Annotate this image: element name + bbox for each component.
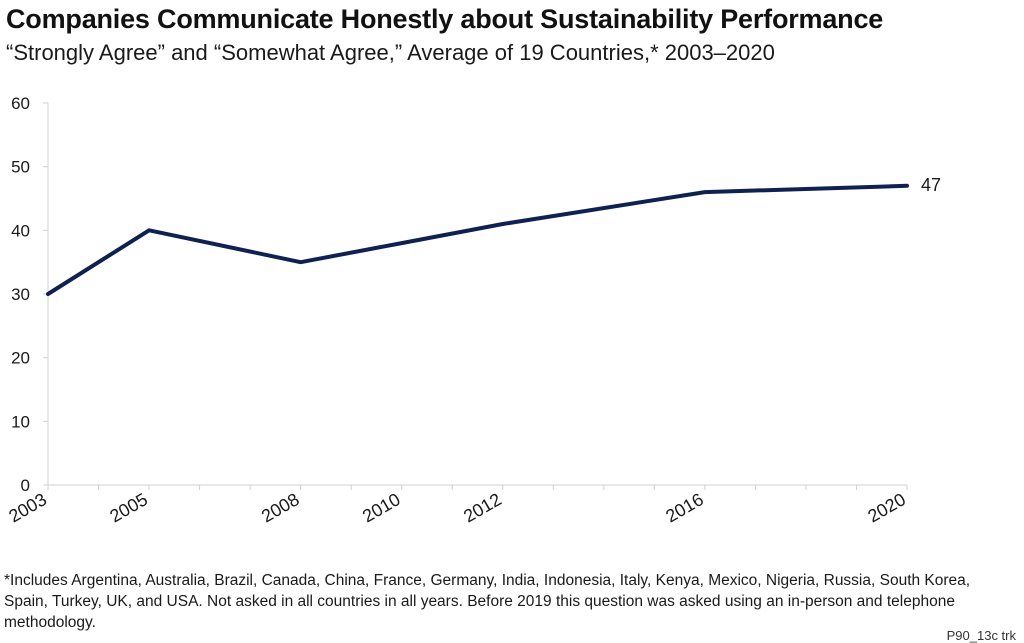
y-tick-label: 50 bbox=[11, 158, 30, 177]
x-tick-label: 2008 bbox=[258, 489, 303, 526]
y-tick-label: 30 bbox=[11, 285, 30, 304]
y-tick-label: 40 bbox=[11, 221, 30, 240]
x-tick-label: 2020 bbox=[864, 489, 909, 526]
y-tick-label: 10 bbox=[11, 412, 30, 431]
footnote: *Includes Argentina, Australia, Brazil, … bbox=[4, 572, 971, 631]
data-label: 47 bbox=[921, 175, 941, 195]
y-tick-label: 0 bbox=[21, 476, 30, 495]
chart-subtitle: “Strongly Agree” and “Somewhat Agree,” A… bbox=[6, 40, 775, 65]
x-tick-label: 2005 bbox=[106, 489, 151, 526]
y-tick-label: 20 bbox=[11, 349, 30, 368]
x-tick-label: 2010 bbox=[359, 489, 404, 526]
series-line bbox=[46, 183, 909, 296]
chart-title: Companies Communicate Honestly about Sus… bbox=[6, 4, 884, 34]
x-tick-label: 2012 bbox=[460, 489, 505, 526]
y-tick-label: 60 bbox=[11, 94, 30, 113]
x-tick-label: 2016 bbox=[662, 489, 707, 526]
